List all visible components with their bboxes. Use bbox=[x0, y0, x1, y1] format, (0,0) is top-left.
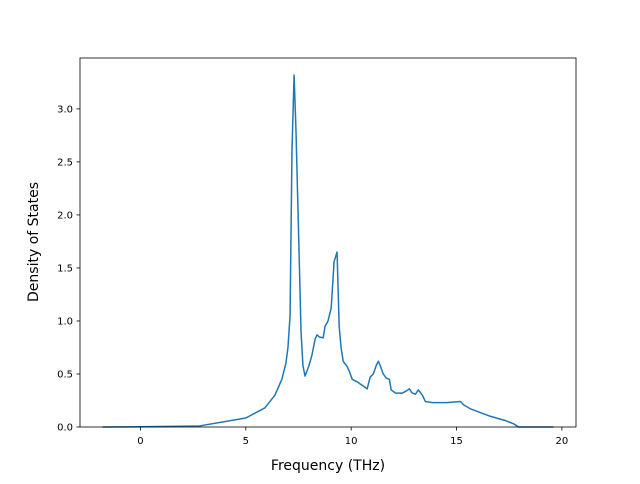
y-tick-label: 2.0 bbox=[57, 210, 73, 221]
y-tick-label: 1.5 bbox=[57, 263, 73, 274]
x-tick-label: 5 bbox=[243, 436, 249, 447]
x-tick-label: 0 bbox=[137, 436, 143, 447]
x-axis-label: Frequency (THz) bbox=[271, 458, 385, 474]
y-axis-label: Density of States bbox=[26, 182, 42, 302]
y-tick-label: 2.5 bbox=[57, 157, 73, 168]
y-tick-label: 0.0 bbox=[57, 423, 73, 434]
x-tick-label: 20 bbox=[556, 436, 569, 447]
y-tick-label: 1.0 bbox=[57, 316, 73, 327]
y-tick-label: 0.5 bbox=[57, 369, 73, 380]
x-tick-label: 10 bbox=[345, 436, 358, 447]
dos-line bbox=[102, 74, 554, 428]
y-tick-label: 3.0 bbox=[57, 104, 73, 115]
plot-frame bbox=[79, 57, 577, 428]
x-tick-label: 15 bbox=[450, 436, 463, 447]
